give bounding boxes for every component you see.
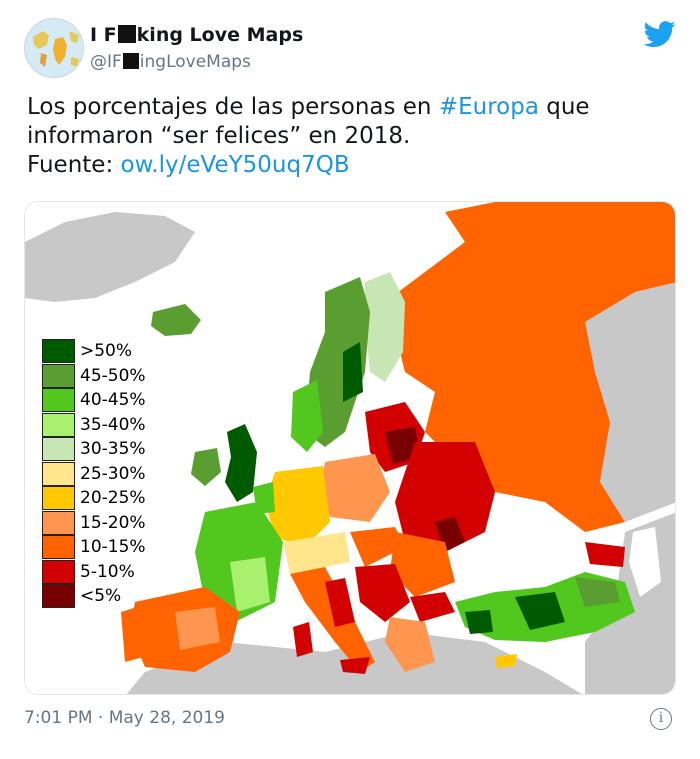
europe-happiness-map [25,202,675,694]
alpine-region [283,532,350,574]
legend-label: 20-25% [80,488,146,508]
spain-central-region [175,607,220,650]
legend-swatch [42,559,75,584]
sicily-region [340,657,370,674]
avatar[interactable] [24,18,84,78]
world-map-avatar-icon [25,19,83,77]
finland-region [365,272,405,382]
twitter-bird-icon[interactable] [644,18,676,50]
legend-label: 5-10% [80,561,135,582]
tweet-text: Los porcentajes de las personas en #Euro… [27,94,590,178]
italy-region [290,567,375,672]
black-sea [455,542,570,587]
ireland-region [191,448,221,486]
germany-region [265,466,330,547]
legend-swatch [42,461,75,486]
author-handle[interactable]: @IF ingLoveMaps [90,52,251,72]
legend-swatch [42,535,75,559]
legend-swatch [42,363,75,388]
caspian-sea [629,527,661,597]
censor-block [117,25,136,43]
legend-swatch [42,412,75,437]
hungary-region [350,527,405,567]
censor-block [122,53,139,69]
sweden-north-region [343,342,363,402]
bulgaria-region [410,592,455,622]
norway-south-region [291,380,323,452]
info-icon[interactable]: i [650,708,672,730]
legend-label: <5% [80,586,122,606]
hashtag-link[interactable]: #Europa [438,94,539,120]
asia-east-region [585,282,675,522]
sardinia-region [293,622,313,657]
france-south-region [230,557,270,612]
cyprus-region [495,654,517,668]
turkey-central-region [515,592,565,630]
tweet-timestamp[interactable]: 7:01 PM · May 28, 2019 [24,708,225,728]
legend-label: 25-30% [80,463,146,484]
portugal-region [121,607,143,662]
uk-region [225,424,257,502]
legend-label: 30-35% [80,439,146,459]
turkey-east-region [575,577,620,607]
legend-label: >50% [80,341,133,361]
iceland-region [151,304,201,336]
ukraine-region [395,442,495,552]
legend-swatch [42,388,75,412]
balkans-region [355,564,410,622]
map-image[interactable]: >50% 45-50% 40-45% 35-40% 30-35% 25-30% … [24,201,676,695]
romania-region [390,532,455,597]
italy-central-region [325,578,355,627]
scandinavia-region [305,277,370,447]
legend-label: 10-15% [80,537,146,557]
source-link[interactable]: ow.ly/eVeY50uq7QB [120,152,350,178]
legend-swatch [42,584,75,608]
legend-label: 35-40% [80,414,146,435]
legend-swatch [42,486,75,510]
caucasus-region [585,542,625,567]
greece-region [385,617,435,672]
tweet-footer: 7:01 PM · May 28, 2019 i [24,708,676,732]
legend-label: 15-20% [80,512,146,533]
legend-swatch [42,437,75,461]
turkey-west-region [465,610,493,634]
legend-label: 40-45% [80,390,146,410]
poland-region [320,454,390,522]
legend-swatch [42,510,75,535]
greenland-region [25,212,195,302]
legend-label: 45-50% [80,365,146,386]
legend-swatch [42,339,75,363]
